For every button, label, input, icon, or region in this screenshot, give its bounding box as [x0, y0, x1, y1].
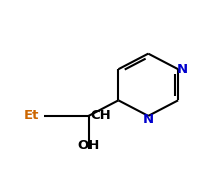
- Text: Et: Et: [23, 109, 39, 122]
- Text: N: N: [177, 63, 188, 76]
- Text: N: N: [143, 113, 154, 126]
- Text: CH: CH: [91, 109, 111, 122]
- Text: OH: OH: [77, 139, 100, 152]
